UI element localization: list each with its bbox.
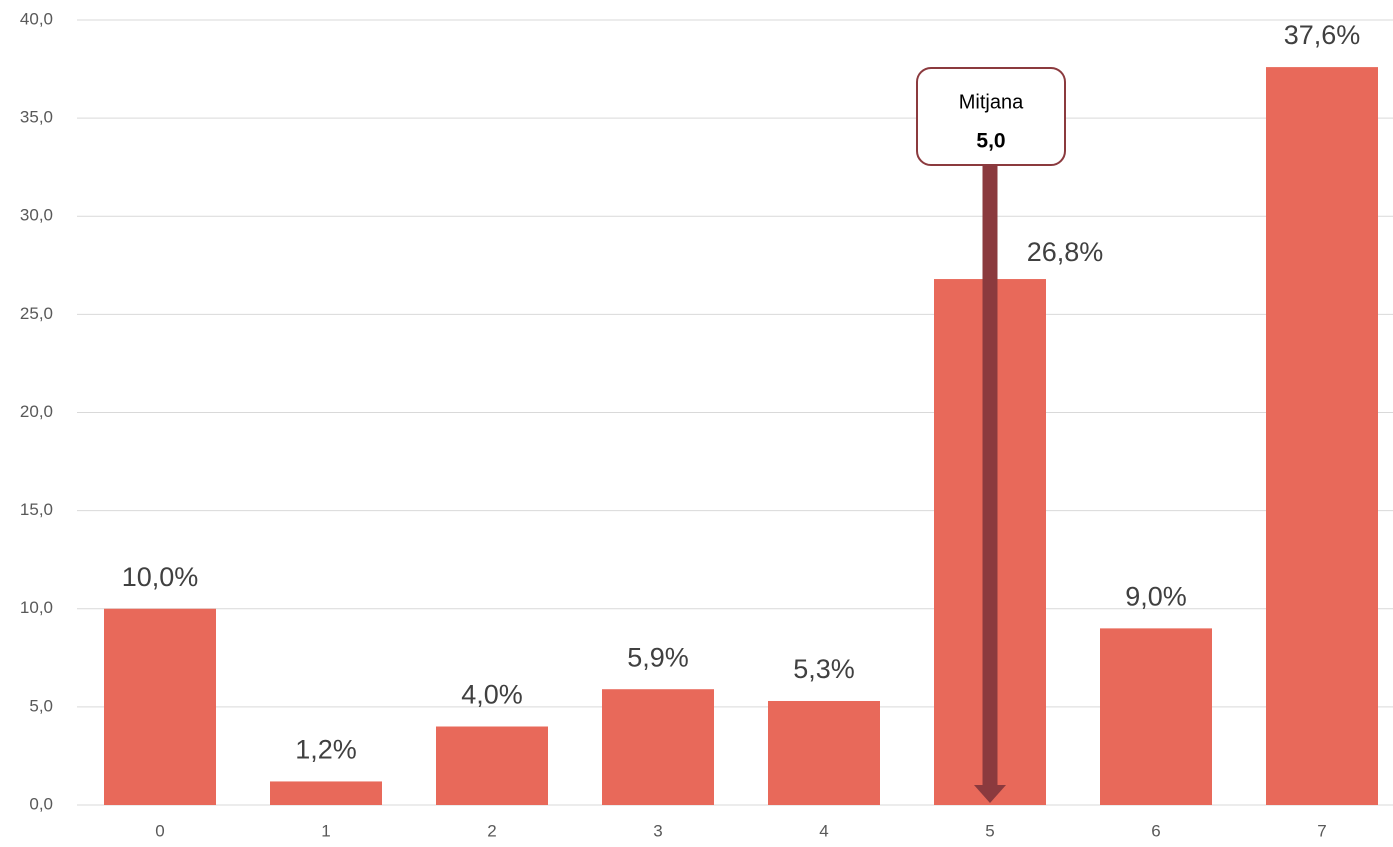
y-tick-label: 35,0: [20, 108, 53, 127]
median-title: Mitjana: [959, 91, 1024, 113]
bar: [436, 726, 548, 805]
x-tick-label: 7: [1317, 821, 1326, 840]
value-label: 37,6%: [1284, 20, 1361, 50]
bar: [602, 689, 714, 805]
y-tick-label: 30,0: [20, 206, 53, 225]
x-tick-label: 6: [1151, 821, 1160, 840]
value-label: 10,0%: [122, 562, 199, 592]
y-tick-label: 20,0: [20, 402, 53, 421]
median-box: [916, 67, 1066, 166]
bar: [1266, 67, 1378, 806]
bar: [1100, 628, 1212, 805]
value-label: 9,0%: [1125, 582, 1187, 612]
y-tick-label: 25,0: [20, 304, 53, 323]
y-tick-label: 0,0: [29, 794, 53, 813]
y-tick-label: 10,0: [20, 598, 53, 617]
x-tick-label: 2: [487, 821, 496, 840]
bar: [270, 781, 382, 805]
median-value: 5,0: [976, 130, 1005, 153]
bar: [104, 608, 216, 805]
x-tick-label: 1: [321, 821, 330, 840]
y-tick-label: 15,0: [20, 500, 53, 519]
x-tick-label: 0: [155, 821, 164, 840]
value-label: 5,9%: [627, 642, 689, 672]
arrow-head: [974, 785, 1006, 803]
value-label: 4,0%: [461, 680, 523, 710]
x-tick-label: 3: [653, 821, 662, 840]
x-tick-label: 5: [985, 821, 994, 840]
bar: [768, 700, 880, 805]
value-label: 5,3%: [793, 654, 855, 684]
value-label: 1,2%: [295, 735, 357, 765]
y-tick-label: 40,0: [20, 9, 53, 28]
y-tick-label: 5,0: [29, 696, 53, 715]
x-tick-label: 4: [819, 821, 828, 840]
value-label: 26,8%: [1027, 237, 1104, 267]
